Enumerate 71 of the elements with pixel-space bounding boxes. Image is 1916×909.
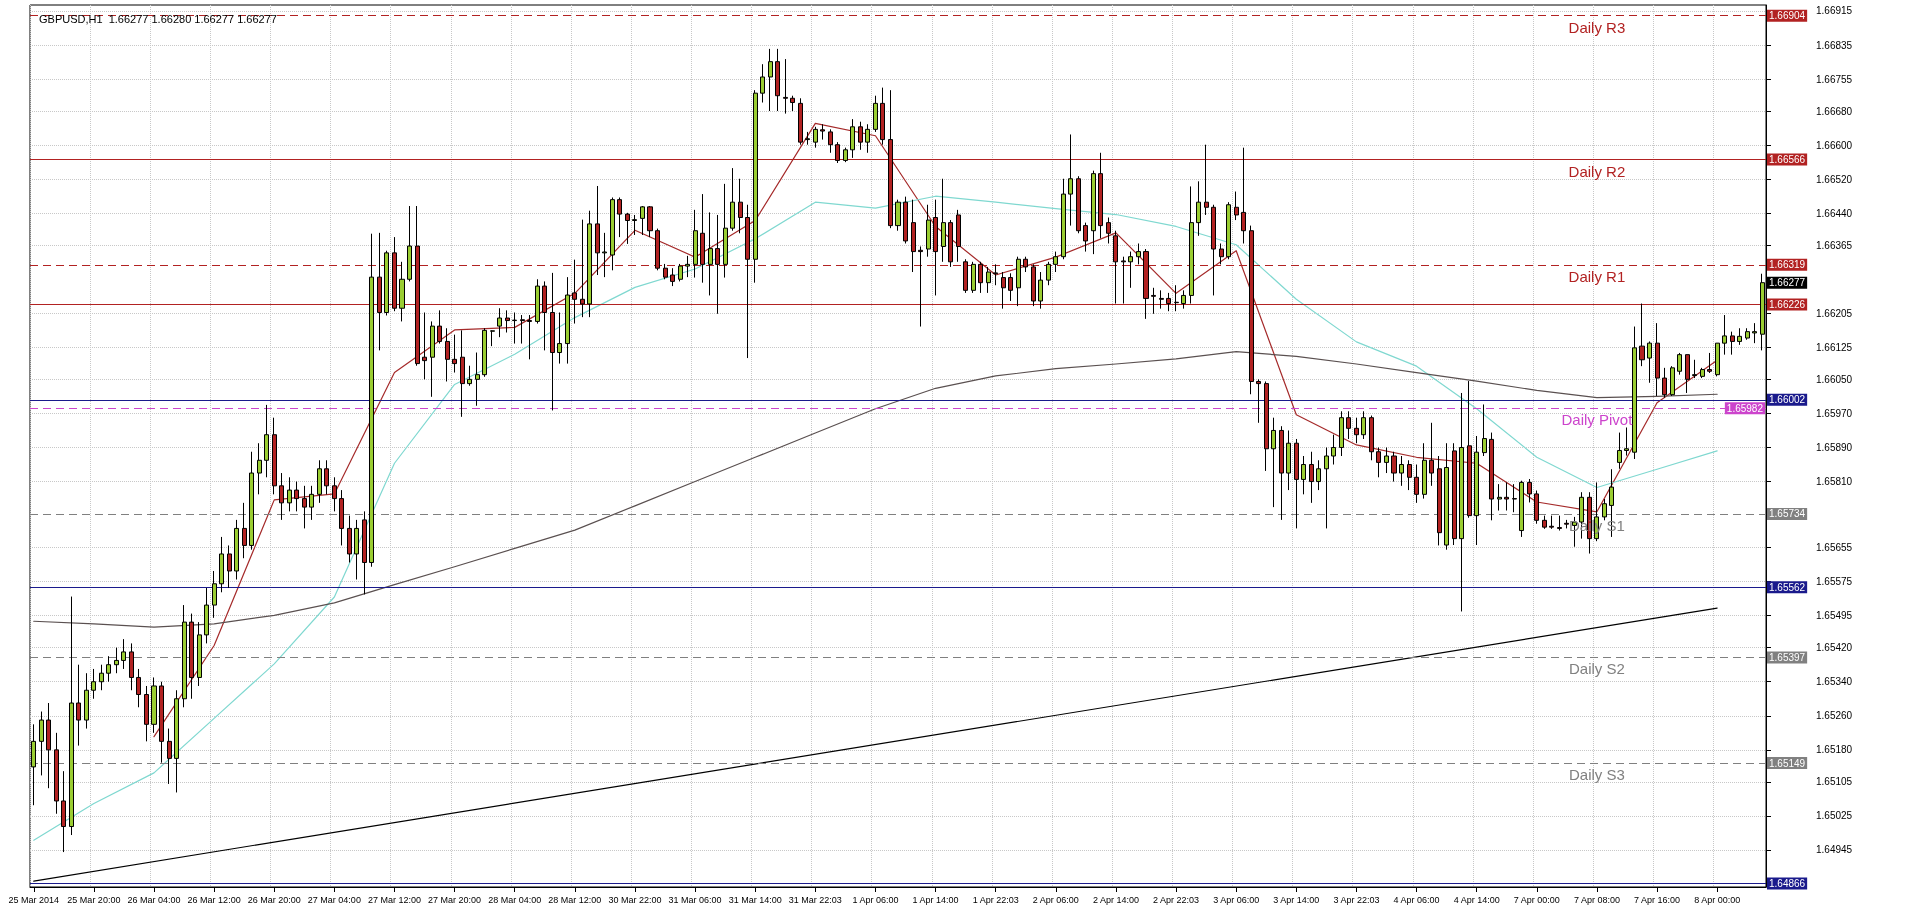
- x-tick-label: 31 Mar 06:00: [668, 894, 722, 905]
- y-tick-label: 1.65970: [1816, 407, 1853, 419]
- x-tick-label: 2 Apr 14:00: [1092, 894, 1139, 905]
- y-tick-label: 1.65495: [1816, 610, 1853, 622]
- annotation: Daily R3: [1568, 18, 1626, 36]
- x-tick-label: 31 Mar 14:00: [728, 894, 782, 905]
- y-tick-label: 1.65340: [1816, 676, 1853, 688]
- ref-line-label: 1.66226: [1769, 298, 1806, 310]
- y-tick-label: 1.66755: [1816, 73, 1853, 85]
- y-tick-label: 1.66520: [1816, 173, 1853, 185]
- ref-line-label: 1.65397: [1769, 651, 1806, 663]
- x-tick-label: 26 Mar 04:00: [127, 894, 181, 905]
- x-tick-label: 26 Mar 12:00: [187, 894, 241, 905]
- x-tick-label: 28 Mar 04:00: [488, 894, 542, 905]
- ref-line-label: 1.66904: [1769, 10, 1806, 22]
- x-tick-label: 30 Mar 22:00: [608, 894, 662, 905]
- y-tick-label: 1.65025: [1816, 810, 1853, 822]
- y-tick-label: 1.65890: [1816, 441, 1853, 453]
- x-tick-label: 1 Apr 22:03: [972, 894, 1019, 905]
- x-tick-label: 27 Mar 12:00: [367, 894, 422, 905]
- x-tick-label: 3 Apr 22:03: [1333, 894, 1380, 905]
- x-tick-label: 7 Apr 00:00: [1513, 894, 1560, 905]
- ref-line-label: 1.66002: [1769, 394, 1806, 406]
- x-tick-label: 2 Apr 22:03: [1153, 894, 1200, 905]
- y-tick-label: 1.66125: [1816, 341, 1853, 353]
- x-tick-label: 4 Apr 14:00: [1453, 894, 1500, 905]
- y-tick-label: 1.66440: [1816, 207, 1853, 219]
- x-tick-label: 25 Mar 2014: [8, 894, 60, 905]
- ref-line-label: 1.66566: [1769, 154, 1806, 166]
- ref-line-label: 1.65734: [1769, 508, 1806, 520]
- x-tick-label: 2 Apr 06:00: [1032, 894, 1079, 905]
- y-tick-label: 1.66680: [1816, 105, 1853, 117]
- y-tick-label: 1.66050: [1816, 373, 1853, 385]
- y-tick-label: 1.66365: [1816, 239, 1853, 251]
- y-tick-label: 1.65180: [1816, 744, 1853, 756]
- x-tick-label: 31 Mar 22:03: [788, 894, 842, 905]
- y-tick-label: 1.65420: [1816, 642, 1853, 654]
- annotation: Daily R1: [1568, 267, 1626, 285]
- ref-line-label: 1.65562: [1769, 581, 1806, 593]
- y-tick-label: 1.65655: [1816, 542, 1853, 554]
- x-tick-label: 28 Mar 12:00: [548, 894, 602, 905]
- y-tick-label: 1.65575: [1816, 576, 1853, 588]
- y-tick-label: 1.66915: [1816, 5, 1853, 17]
- x-tick-label: 8 Apr 00:00: [1694, 894, 1741, 905]
- x-tick-label: 3 Apr 14:00: [1273, 894, 1320, 905]
- x-tick-label: 3 Apr 06:00: [1213, 894, 1260, 905]
- text: GBPUSD,H1 1.66277 1.66280 1.66277 1.66277: [39, 12, 277, 25]
- x-tick-label: 25 Mar 20:00: [67, 894, 121, 905]
- ref-line-label: 1.64866: [1769, 878, 1806, 890]
- x-tick-label: 4 Apr 06:00: [1393, 894, 1440, 905]
- ref-line-label: 1.66319: [1769, 259, 1806, 271]
- annotation: Daily S3: [1568, 766, 1625, 784]
- x-tick-label: 27 Mar 04:00: [307, 894, 361, 905]
- y-tick-label: 1.66835: [1816, 39, 1853, 51]
- ref-line-label: 1.65982: [1726, 402, 1764, 414]
- x-tick-label: 7 Apr 16:00: [1634, 894, 1681, 905]
- y-tick-label: 1.65105: [1816, 776, 1853, 788]
- annotation: Daily R2: [1568, 162, 1626, 180]
- y-tick-label: 1.65810: [1816, 476, 1853, 488]
- text: 1.66277: [1769, 277, 1806, 289]
- x-tick-label: 7 Apr 08:00: [1573, 894, 1620, 905]
- x-tick-label: 1 Apr 14:00: [912, 894, 959, 905]
- y-tick-label: 1.66205: [1816, 307, 1853, 319]
- ref-line-label: 1.65149: [1769, 757, 1806, 769]
- y-tick-label: 1.65260: [1816, 710, 1853, 722]
- annotation: Daily S2: [1568, 660, 1625, 678]
- y-tick-label: 1.64945: [1816, 844, 1853, 856]
- x-tick-label: 26 Mar 20:00: [247, 894, 301, 905]
- x-tick-label: 1 Apr 06:00: [852, 894, 899, 905]
- x-tick-label: 27 Mar 20:00: [428, 894, 482, 905]
- y-tick-label: 1.66600: [1816, 139, 1853, 151]
